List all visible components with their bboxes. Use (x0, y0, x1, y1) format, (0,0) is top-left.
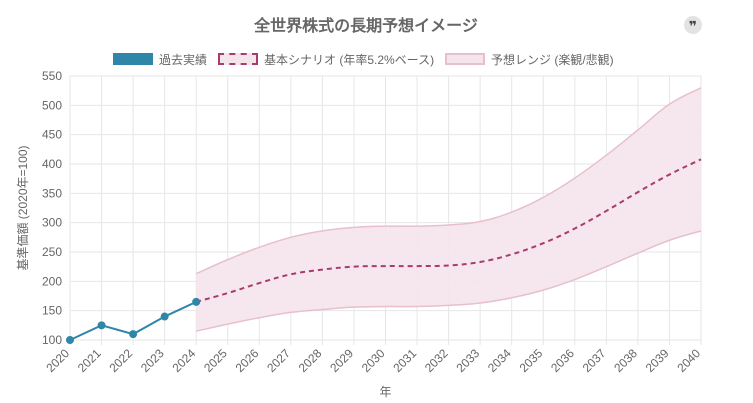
actual-point (160, 312, 169, 321)
x-tick-label: 2029 (327, 346, 356, 375)
x-tick-label: 2036 (548, 346, 577, 375)
range-upper-line (195, 87, 702, 275)
y-tick-label: 150 (42, 304, 62, 318)
actual-point (66, 336, 74, 344)
x-tick-label: 2026 (233, 346, 262, 375)
chart-legend: 過去実績 基本シナリオ (年率5.2%ベース) 予想レンジ (楽観/悲観) (0, 51, 753, 69)
x-tick-label: 2037 (580, 346, 609, 375)
y-tick-label: 500 (42, 98, 62, 112)
quote-icon[interactable]: ❞ (684, 16, 702, 34)
actual-point (129, 330, 138, 339)
scenario-line (195, 158, 702, 303)
legend-label-scenario: 基本シナリオ (年率5.2%ベース) (264, 53, 435, 67)
x-tick-label: 2020 (43, 346, 72, 375)
y-tick-label: 250 (42, 245, 62, 259)
x-tick-label: 2023 (138, 346, 167, 375)
actual-point (192, 297, 201, 306)
x-tick-label: 2022 (106, 346, 135, 375)
x-tick-label: 2031 (390, 346, 419, 375)
legend-label-actual: 過去実績 (159, 53, 208, 67)
x-tick-label: 2038 (611, 346, 640, 375)
x-tick-label: 2021 (75, 346, 104, 375)
y-tick-label: 550 (42, 69, 62, 83)
y-tick-label: 450 (42, 128, 62, 142)
x-axis-title: 年 (379, 385, 391, 399)
x-tick-label: 2033 (453, 346, 482, 375)
x-tick-label: 2024 (170, 346, 199, 375)
y-tick-label: 400 (42, 157, 62, 171)
x-tick-label: 2034 (485, 346, 514, 375)
x-tick-label: 2039 (643, 346, 672, 375)
chart-title: 全世界株式の長期予想イメージ (254, 18, 478, 35)
x-tick-label: 2032 (422, 346, 451, 375)
x-tick-label: 2035 (517, 346, 546, 375)
x-tick-label: 2028 (296, 346, 325, 375)
y-tick-label: 350 (42, 186, 62, 200)
x-tick-label: 2030 (359, 346, 388, 375)
x-tick-label: 2027 (264, 346, 293, 375)
y-axis-title: 基準価額 (2020年=100) (15, 145, 30, 270)
actual-point (97, 321, 106, 330)
legend-swatch-range (445, 53, 485, 65)
x-tick-label: 2040 (674, 346, 703, 375)
legend-swatch-scenario (218, 53, 258, 65)
legend-swatch-actual (113, 53, 153, 65)
y-tick-label: 100 (42, 333, 62, 347)
x-tick-label: 2025 (201, 346, 230, 375)
y-tick-label: 200 (42, 274, 62, 288)
range-lower-line (196, 230, 702, 332)
y-tick-label: 300 (42, 216, 62, 230)
legend-label-range: 予想レンジ (楽観/悲観) (491, 53, 614, 67)
